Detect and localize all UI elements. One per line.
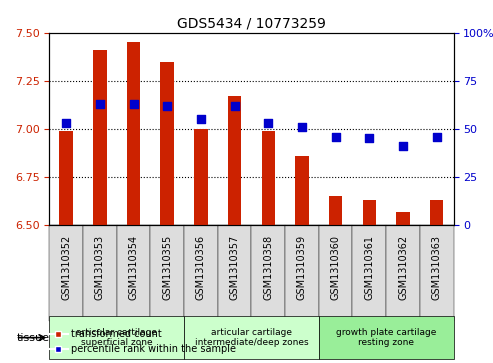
Text: tissue: tissue — [16, 333, 49, 343]
Point — [365, 135, 373, 141]
Point — [96, 101, 104, 107]
Point — [298, 124, 306, 130]
Legend: transformed count, percentile rank within the sample: transformed count, percentile rank withi… — [44, 326, 240, 358]
Bar — [396, 212, 410, 225]
Bar — [386, 225, 420, 321]
FancyBboxPatch shape — [49, 316, 184, 359]
Point — [264, 120, 272, 126]
Bar — [160, 61, 174, 225]
Bar — [60, 131, 73, 225]
Text: articular cartilage
intermediate/deep zones: articular cartilage intermediate/deep zo… — [195, 328, 308, 347]
Bar — [218, 225, 251, 321]
Point — [399, 143, 407, 149]
Bar — [49, 225, 83, 321]
Point — [62, 120, 70, 126]
Bar — [420, 225, 454, 321]
Bar — [93, 50, 106, 225]
Bar — [352, 225, 386, 321]
Text: growth plate cartilage
resting zone: growth plate cartilage resting zone — [336, 328, 436, 347]
Point — [130, 101, 138, 107]
Bar — [261, 131, 275, 225]
Bar — [329, 196, 342, 225]
Bar — [150, 225, 184, 321]
Bar — [127, 42, 141, 225]
Bar — [251, 225, 285, 321]
Bar — [295, 156, 309, 225]
Title: GDS5434 / 10773259: GDS5434 / 10773259 — [177, 16, 326, 30]
Bar — [184, 225, 218, 321]
Bar — [430, 200, 444, 225]
Bar — [117, 225, 150, 321]
Bar — [319, 225, 352, 321]
Point — [163, 103, 171, 109]
Bar — [285, 225, 319, 321]
FancyBboxPatch shape — [319, 316, 454, 359]
Point — [332, 134, 340, 139]
FancyBboxPatch shape — [184, 316, 319, 359]
Point — [231, 103, 239, 109]
Bar — [228, 96, 242, 225]
Point — [433, 134, 441, 139]
Point — [197, 116, 205, 122]
Bar — [194, 129, 208, 225]
Text: articular cartilage
superficial zone: articular cartilage superficial zone — [76, 328, 157, 347]
Bar — [362, 200, 376, 225]
Bar — [83, 225, 117, 321]
